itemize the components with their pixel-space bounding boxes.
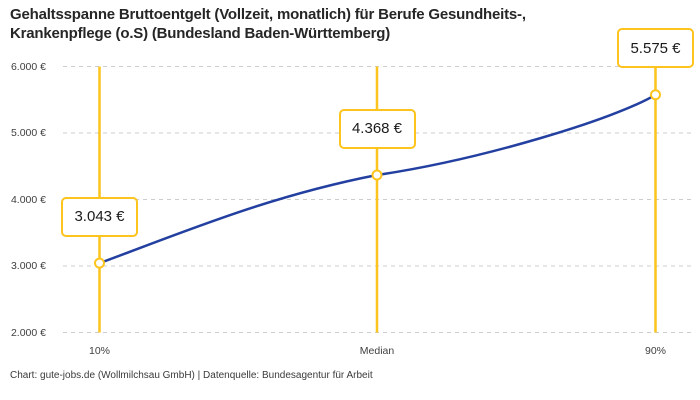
value-callout-10pct: 3.043 €: [61, 196, 138, 237]
y-axis-tick-2000: 2.000 €: [10, 326, 46, 339]
x-axis-tick-10pct: 10%: [88, 345, 110, 357]
chart-source-credit: Chart: gute-jobs.de (Wollmilchsau GmbH) …: [10, 370, 373, 381]
x-axis-tick-median: Median: [359, 345, 395, 357]
y-axis-tick-6000: 6.000 €: [10, 60, 46, 73]
y-axis-tick-5000: 5.000 €: [10, 127, 46, 139]
value-callout-90pct: 5.575 €: [617, 28, 694, 69]
y-axis-tick-4000: 4.000 €: [10, 193, 46, 206]
y-axis-tick-3000: 3.000 €: [10, 260, 46, 272]
x-axis-tick-90pct: 90%: [644, 345, 666, 357]
value-callout-median: 4.368 €: [338, 108, 416, 149]
chart-title: Gehaltsspanne Bruttoentgelt (Vollzeit, m…: [10, 6, 526, 42]
